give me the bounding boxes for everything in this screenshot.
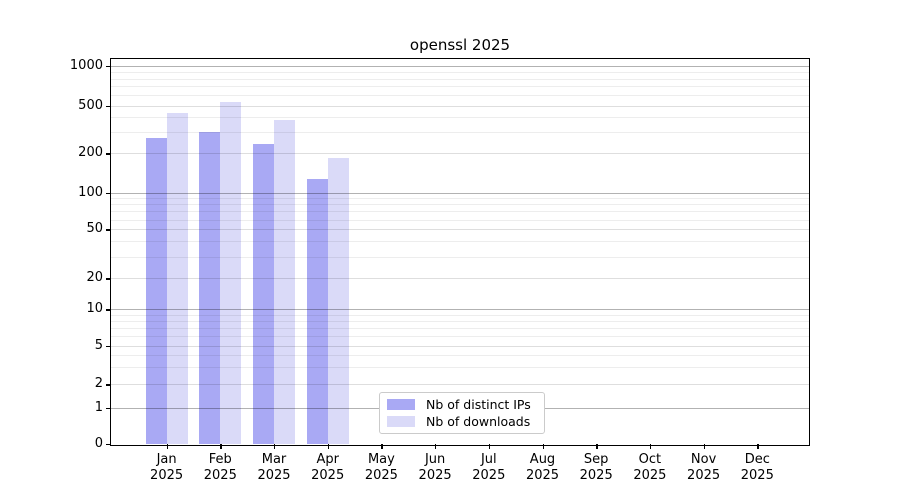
x-axis-tick-label: Jul 2025 (472, 452, 506, 483)
gridline-minor (111, 204, 809, 206)
x-tick-mark (542, 444, 544, 449)
x-axis-tick-label: Oct 2025 (633, 452, 667, 483)
y-tick-mark (106, 444, 111, 446)
x-tick-mark (274, 444, 276, 449)
legend: Nb of distinct IPs Nb of downloads (379, 392, 545, 434)
bar-downloads-jan-2025 (166, 112, 188, 444)
y-axis-tick-label: 20 (86, 270, 103, 286)
y-tick-mark (106, 229, 111, 231)
x-axis-tick-label: May 2025 (364, 452, 398, 483)
x-tick-mark (488, 444, 491, 449)
gridline (111, 192, 809, 194)
x-tick-mark (649, 444, 652, 449)
bar-distinct-ips-jan-2025 (145, 137, 167, 444)
y-tick-mark (106, 105, 111, 107)
gridline-minor (111, 211, 809, 213)
bar-distinct-ips-mar-2025 (253, 144, 274, 444)
gridline-minor (111, 355, 809, 357)
x-tick-mark (381, 444, 383, 449)
y-axis-tick-label: 2 (94, 376, 103, 392)
bar-downloads-feb-2025 (220, 102, 242, 444)
x-tick-mark (435, 444, 437, 449)
bar-downloads-mar-2025 (274, 120, 295, 444)
x-tick-mark (703, 444, 705, 449)
gridline-minor (111, 367, 809, 369)
gridline (111, 345, 809, 347)
x-axis-tick-label: Nov 2025 (687, 452, 721, 483)
gridline-minor (111, 72, 809, 73)
y-axis-tick-label: 1000 (69, 58, 103, 73)
gridline-minor (111, 95, 809, 97)
y-axis-tick-label: 200 (78, 145, 103, 161)
gridline-minor (111, 256, 809, 258)
gridline (111, 66, 809, 67)
x-tick-mark (166, 444, 168, 449)
gridline-minor (111, 336, 809, 338)
x-axis-tick-label: Feb 2025 (203, 452, 237, 483)
y-tick-mark (106, 278, 111, 280)
x-axis-tick-label: Aug 2025 (525, 452, 560, 483)
gridline (111, 153, 809, 155)
y-axis-tick-label: 50 (86, 221, 103, 237)
y-tick-mark (106, 309, 111, 311)
gridline-minor (111, 78, 809, 80)
y-tick-mark (106, 192, 111, 194)
x-tick-mark (757, 444, 759, 449)
legend-item-distinct-ips: Nb of distinct IPs (387, 396, 544, 412)
x-axis-tick-label: Mar 2025 (257, 452, 291, 483)
y-axis-tick-label: 0 (94, 436, 103, 451)
x-axis-tick-label: Sep 2025 (579, 452, 613, 483)
y-axis-tick-label: 5 (94, 337, 103, 353)
bar-distinct-ips-apr-2025 (306, 179, 328, 444)
gridline (111, 278, 809, 280)
y-axis-tick-label: 10 (86, 301, 103, 317)
legend-item-downloads: Nb of downloads (387, 413, 544, 429)
gridline-minor (111, 328, 809, 330)
gridline-minor (111, 132, 809, 134)
gridline-minor (111, 314, 809, 316)
gridline (111, 105, 809, 107)
y-axis-tick-label: 500 (78, 97, 103, 113)
gridline (111, 384, 809, 386)
y-tick-mark (106, 66, 111, 68)
legend-label-downloads: Nb of downloads (426, 413, 531, 429)
y-axis-tick-label: 100 (78, 184, 103, 200)
gridline-minor (111, 86, 809, 88)
legend-label-distinct-ips: Nb of distinct IPs (426, 396, 531, 412)
y-tick-mark (106, 345, 111, 348)
gridline-minor (111, 117, 809, 119)
x-axis-tick-label: Jan 2025 (150, 452, 184, 483)
x-axis-tick-label: Jun 2025 (418, 452, 452, 483)
x-tick-mark (327, 444, 330, 449)
legend-swatch-downloads (387, 416, 415, 427)
bar-downloads-apr-2025 (327, 158, 349, 444)
bar-distinct-ips-feb-2025 (199, 131, 221, 444)
gridline (111, 229, 809, 231)
y-tick-mark (106, 407, 111, 410)
x-tick-mark (220, 444, 222, 449)
gridline-minor (111, 198, 809, 200)
gridline (111, 309, 809, 311)
x-tick-mark (596, 444, 598, 449)
y-tick-mark (106, 384, 111, 386)
x-axis-tick-label: Apr 2025 (311, 452, 345, 483)
legend-swatch-distinct-ips (387, 399, 415, 410)
gridline-minor (111, 219, 809, 221)
gridline-minor (111, 241, 809, 243)
gridline-minor (111, 321, 809, 323)
chart-title: openssl 2025 (409, 36, 511, 54)
y-axis-tick-label: 1 (94, 399, 103, 415)
y-tick-mark (106, 153, 111, 155)
x-axis-tick-label: Dec 2025 (740, 452, 774, 483)
